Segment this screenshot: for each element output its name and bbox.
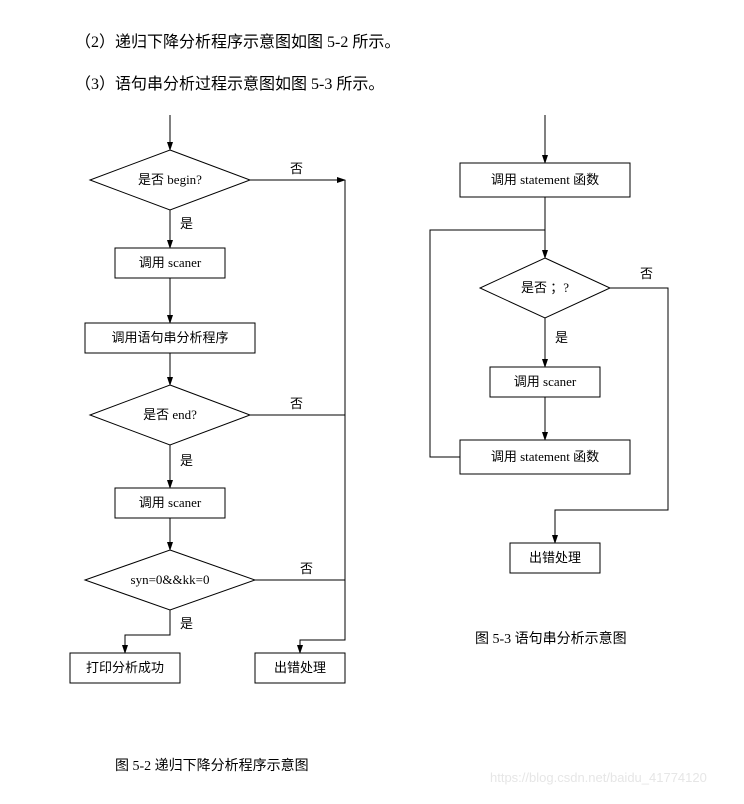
- svg-text:否: 否: [300, 561, 313, 576]
- svg-text:调用 scaner: 调用 scaner: [139, 495, 202, 510]
- flowchart-svg: 是是是否否否是否 begin?调用 scaner调用语句串分析程序是否 end?…: [0, 0, 744, 804]
- svg-text:调用 statement 函数: 调用 statement 函数: [491, 449, 599, 464]
- svg-text:是否 begin?: 是否 begin?: [138, 172, 202, 187]
- svg-text:调用语句串分析程序: 调用语句串分析程序: [111, 330, 228, 345]
- svg-text:否: 否: [640, 266, 653, 281]
- svg-text:是: 是: [180, 616, 193, 631]
- watermark: https://blog.csdn.net/baidu_41774120: [490, 770, 707, 785]
- svg-text:否: 否: [290, 161, 303, 176]
- svg-text:是否 end?: 是否 end?: [143, 407, 197, 422]
- svg-text:调用 scaner: 调用 scaner: [139, 255, 202, 270]
- svg-text:是否 ；?: 是否 ；?: [521, 280, 569, 296]
- svg-text:否: 否: [290, 396, 303, 411]
- svg-text:是: 是: [180, 216, 193, 231]
- svg-text:出错处理: 出错处理: [274, 660, 326, 675]
- caption-right: 图 5-3 语句串分析示意图: [475, 628, 627, 648]
- svg-text:syn=0&&kk=0: syn=0&&kk=0: [131, 572, 210, 587]
- svg-text:调用 statement 函数: 调用 statement 函数: [491, 172, 599, 187]
- svg-text:调用 scaner: 调用 scaner: [514, 374, 577, 389]
- svg-text:是: 是: [555, 330, 568, 345]
- caption-left: 图 5-2 递归下降分析程序示意图: [115, 755, 309, 775]
- svg-text:打印分析成功: 打印分析成功: [86, 660, 164, 675]
- svg-text:是: 是: [180, 453, 193, 468]
- svg-text:出错处理: 出错处理: [529, 550, 581, 565]
